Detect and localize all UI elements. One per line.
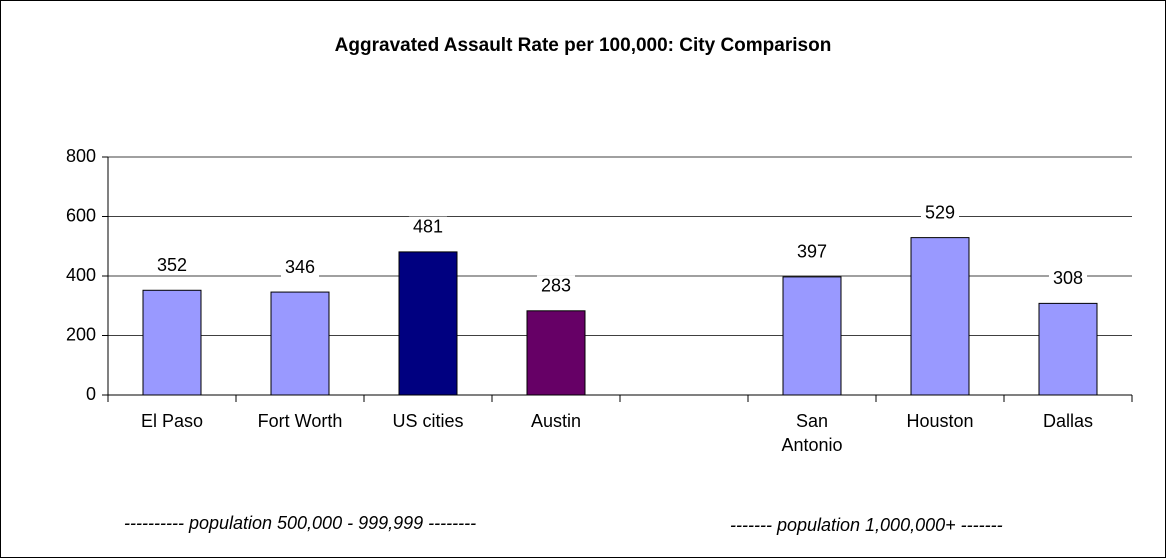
data-label: 308	[1053, 268, 1083, 288]
data-label: 346	[285, 257, 315, 277]
data-label-bg	[1048, 268, 1088, 289]
bar	[910, 237, 970, 396]
data-label: 529	[925, 202, 955, 222]
y-tick-label: 400	[66, 265, 96, 285]
bar	[270, 291, 330, 396]
x-tick-label: San Antonio	[781, 411, 843, 455]
bar	[782, 276, 842, 396]
y-tick-label: 0	[86, 384, 96, 404]
y-tick-label: 600	[66, 205, 96, 225]
data-label: 283	[541, 276, 571, 296]
bar	[398, 251, 458, 396]
annotation: ---------- population 500,000 - 999,999 …	[124, 513, 477, 533]
x-tick-label: Fort Worth	[257, 411, 343, 431]
x-tick-label: Austin	[530, 411, 582, 431]
x-tick-label: El Paso	[140, 411, 204, 431]
data-label-bg	[920, 202, 960, 223]
data-label-bg	[536, 275, 576, 296]
bar	[1038, 302, 1098, 396]
data-label: 481	[413, 217, 443, 237]
y-tick-label: 800	[66, 146, 96, 166]
bar	[142, 289, 202, 396]
chart-title: Aggravated Assault Rate per 100,000: Cit…	[335, 35, 832, 56]
data-label-bg	[408, 216, 448, 237]
x-tick-label: Dallas	[1042, 411, 1094, 431]
x-tick-label: Houston	[906, 411, 974, 431]
data-label-bg	[792, 241, 832, 262]
x-tick-label: US cities	[392, 411, 464, 431]
data-label: 352	[157, 255, 187, 275]
y-tick-label: 200	[66, 324, 96, 344]
data-label-bg	[152, 255, 192, 276]
bar	[526, 310, 586, 396]
data-label: 397	[797, 242, 827, 262]
annotation: ------- population 1,000,000+ -------	[730, 515, 1003, 535]
data-label-bg	[280, 256, 320, 277]
